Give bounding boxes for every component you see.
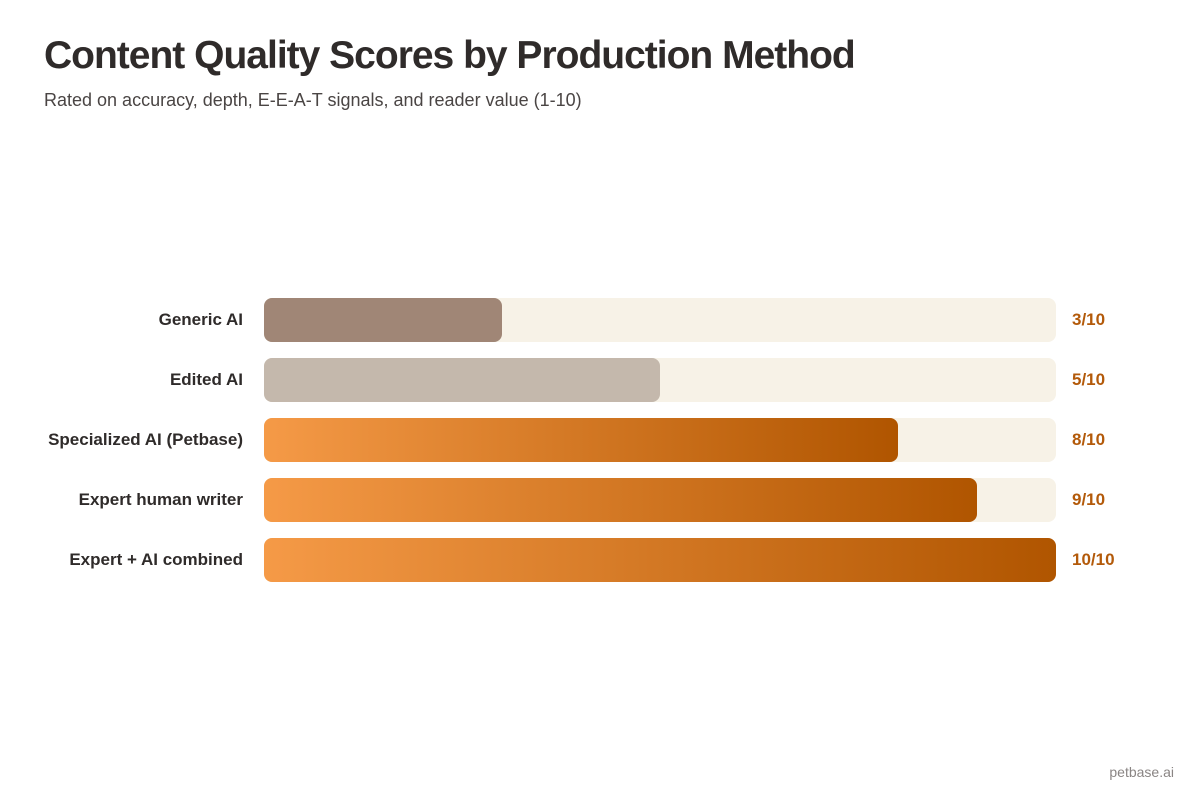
bar-track — [264, 538, 1056, 582]
category-label: Expert + AI combined — [69, 550, 243, 569]
bar-row: Expert human writer 9/10 — [0, 478, 1200, 522]
category-label: Specialized AI (Petbase) — [48, 430, 243, 449]
value-label: 8/10 — [1072, 430, 1106, 449]
bar — [264, 418, 898, 462]
bar — [264, 298, 502, 342]
value-label: 5/10 — [1072, 370, 1106, 389]
category-label: Expert human writer — [78, 490, 243, 509]
bar-track — [264, 298, 1056, 342]
chart-subtitle: Rated on accuracy, depth, E-E-A-T signal… — [44, 90, 582, 110]
footer-brand: petbase.ai — [1109, 764, 1174, 780]
category-label: Generic AI — [158, 310, 243, 329]
bar — [264, 358, 660, 402]
value-label: 9/10 — [1072, 490, 1106, 509]
value-label: 3/10 — [1072, 310, 1106, 329]
bar-track — [264, 358, 1056, 402]
bar-track — [264, 418, 1056, 462]
bar-row: Specialized AI (Petbase) 8/10 — [0, 418, 1200, 462]
chart-title: Content Quality Scores by Production Met… — [44, 34, 856, 77]
bar-row: Edited AI 5/10 — [0, 358, 1200, 402]
value-label: 10/10 — [1072, 550, 1115, 569]
bar-row: Generic AI 3/10 — [0, 298, 1200, 342]
bar-row: Expert + AI combined 10/10 — [0, 538, 1200, 582]
category-label: Edited AI — [169, 370, 243, 389]
bar-track — [264, 478, 1056, 522]
bar — [264, 478, 977, 522]
bar — [264, 538, 1056, 582]
